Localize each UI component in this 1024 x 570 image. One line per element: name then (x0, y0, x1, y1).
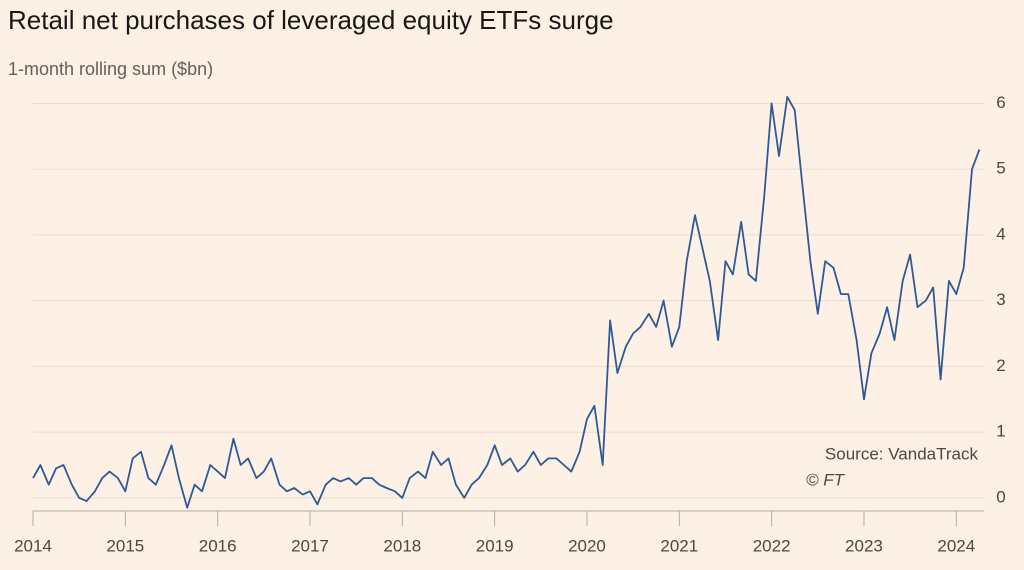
x-tick-label: 2014 (14, 536, 52, 555)
x-tick-label: 2024 (937, 536, 975, 555)
chart-subtitle: 1-month rolling sum ($bn) (8, 59, 213, 79)
x-tick-label: 2023 (845, 536, 883, 555)
chart-title: Retail net purchases of leveraged equity… (8, 5, 614, 35)
x-tick-label: 2018 (383, 536, 421, 555)
x-tick-label: 2019 (476, 536, 514, 555)
y-tick-label: 4 (996, 224, 1005, 243)
x-tick-label: 2015 (106, 536, 144, 555)
y-tick-label: 1 (996, 422, 1005, 441)
y-tick-label: 2 (996, 356, 1005, 375)
x-tick-label: 2020 (568, 536, 606, 555)
data-line (32, 96, 981, 509)
y-tick-label: 5 (996, 159, 1005, 178)
y-tick-label: 3 (996, 290, 1005, 309)
y-tick-label: 6 (996, 93, 1005, 112)
x-tick-label: 2022 (753, 536, 791, 555)
credit: © FT (806, 470, 846, 489)
y-tick-label: 0 (996, 487, 1005, 506)
x-tick-label: 2017 (291, 536, 329, 555)
x-tick-label: 2021 (660, 536, 698, 555)
source: Source: VandaTrack (825, 444, 979, 463)
x-tick-label: 2016 (199, 536, 237, 555)
